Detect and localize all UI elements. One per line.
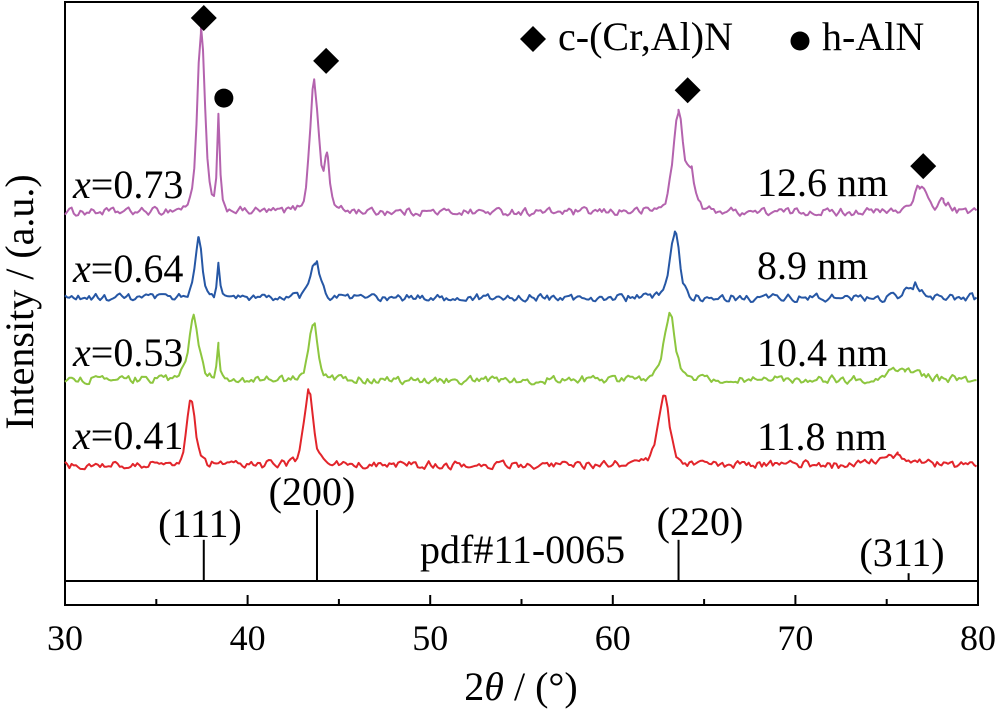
series-label-x-0-64: x=0.64 [72,246,183,291]
x-tick-label-60: 60 [595,618,631,658]
legend-circle-icon [790,31,810,51]
phase-markers [190,5,937,180]
circle-marker-icon [214,88,234,108]
diamond-marker-icon [313,47,340,74]
series-label-x-0-53: x=0.53 [72,330,183,375]
legend-diamond-icon [520,26,546,52]
label-run: / (°) [504,664,578,709]
y-axis-title: Intensity / (a.u.) [0,174,42,430]
x-tick-label-40: 40 [230,618,266,658]
reference-hkl-label-111: (111) [158,501,242,546]
crystallite-size-label-x-0-41: 11.8 nm [757,414,887,459]
x-tick-label-80: 80 [960,618,996,658]
series-line-x-0-64 [64,230,978,303]
label-run: =0.73 [91,162,184,207]
crystallite-size-label-x-0-73: 12.6 nm [757,160,888,205]
series-line-x-0-53 [64,311,977,386]
label-italic-run: x [72,162,91,207]
x-tick-label-70: 70 [777,618,813,658]
legend-label-cubic: c-(Cr,Al)N [558,14,733,59]
legend-label-hexagonal: h-AlN [822,14,924,59]
x-tick-label-50: 50 [412,618,448,658]
diamond-marker-icon [190,5,217,31]
x-axis-title: 2θ / (°) [464,664,577,709]
series-label-x-0-73: x=0.73 [72,162,183,207]
label-run: =0.53 [91,330,184,375]
crystallite-size-label-x-0-64: 8.9 nm [757,243,868,288]
x-tick-label-30: 30 [47,618,83,658]
crystallite-size-label-x-0-53: 10.4 nm [757,330,888,375]
reference-card-label: pdf#11-0065 [420,527,625,572]
label-italic-run: θ [484,664,504,709]
diamond-marker-icon [910,153,937,180]
label-run: =0.41 [91,413,184,458]
reference-hkl-label-220: (220) [657,499,744,544]
crystallite-size-labels: 12.6 nm 8.9 nm 10.4 nm 11.8 nm [757,160,888,459]
label-italic-run: x [72,330,91,375]
x-axis-ticks: 30 40 50 60 70 80 [47,595,996,658]
reference-sticks [202,510,910,581]
reference-hkl-label-311: (311) [859,530,944,575]
reference-hkl-label-200: (200) [269,469,356,514]
label-run: =0.64 [91,246,184,291]
series-line-x-0-41 [64,388,978,471]
series-layer [64,24,978,471]
label-italic-run: x [72,246,91,291]
series-label-x-0-41: x=0.41 [72,413,183,458]
label-italic-run: x [72,413,91,458]
series-line-x-0-73 [64,24,978,217]
diamond-marker-icon [674,77,701,104]
reference-labels: (111) (200) pdf#11-0065 (220) (311) [158,469,944,575]
label-run: 2 [464,664,484,709]
series-labels: x=0.73 x=0.64 x=0.53 x=0.41 [72,162,183,458]
legend: c-(Cr,Al)N h-AlN [520,14,924,59]
